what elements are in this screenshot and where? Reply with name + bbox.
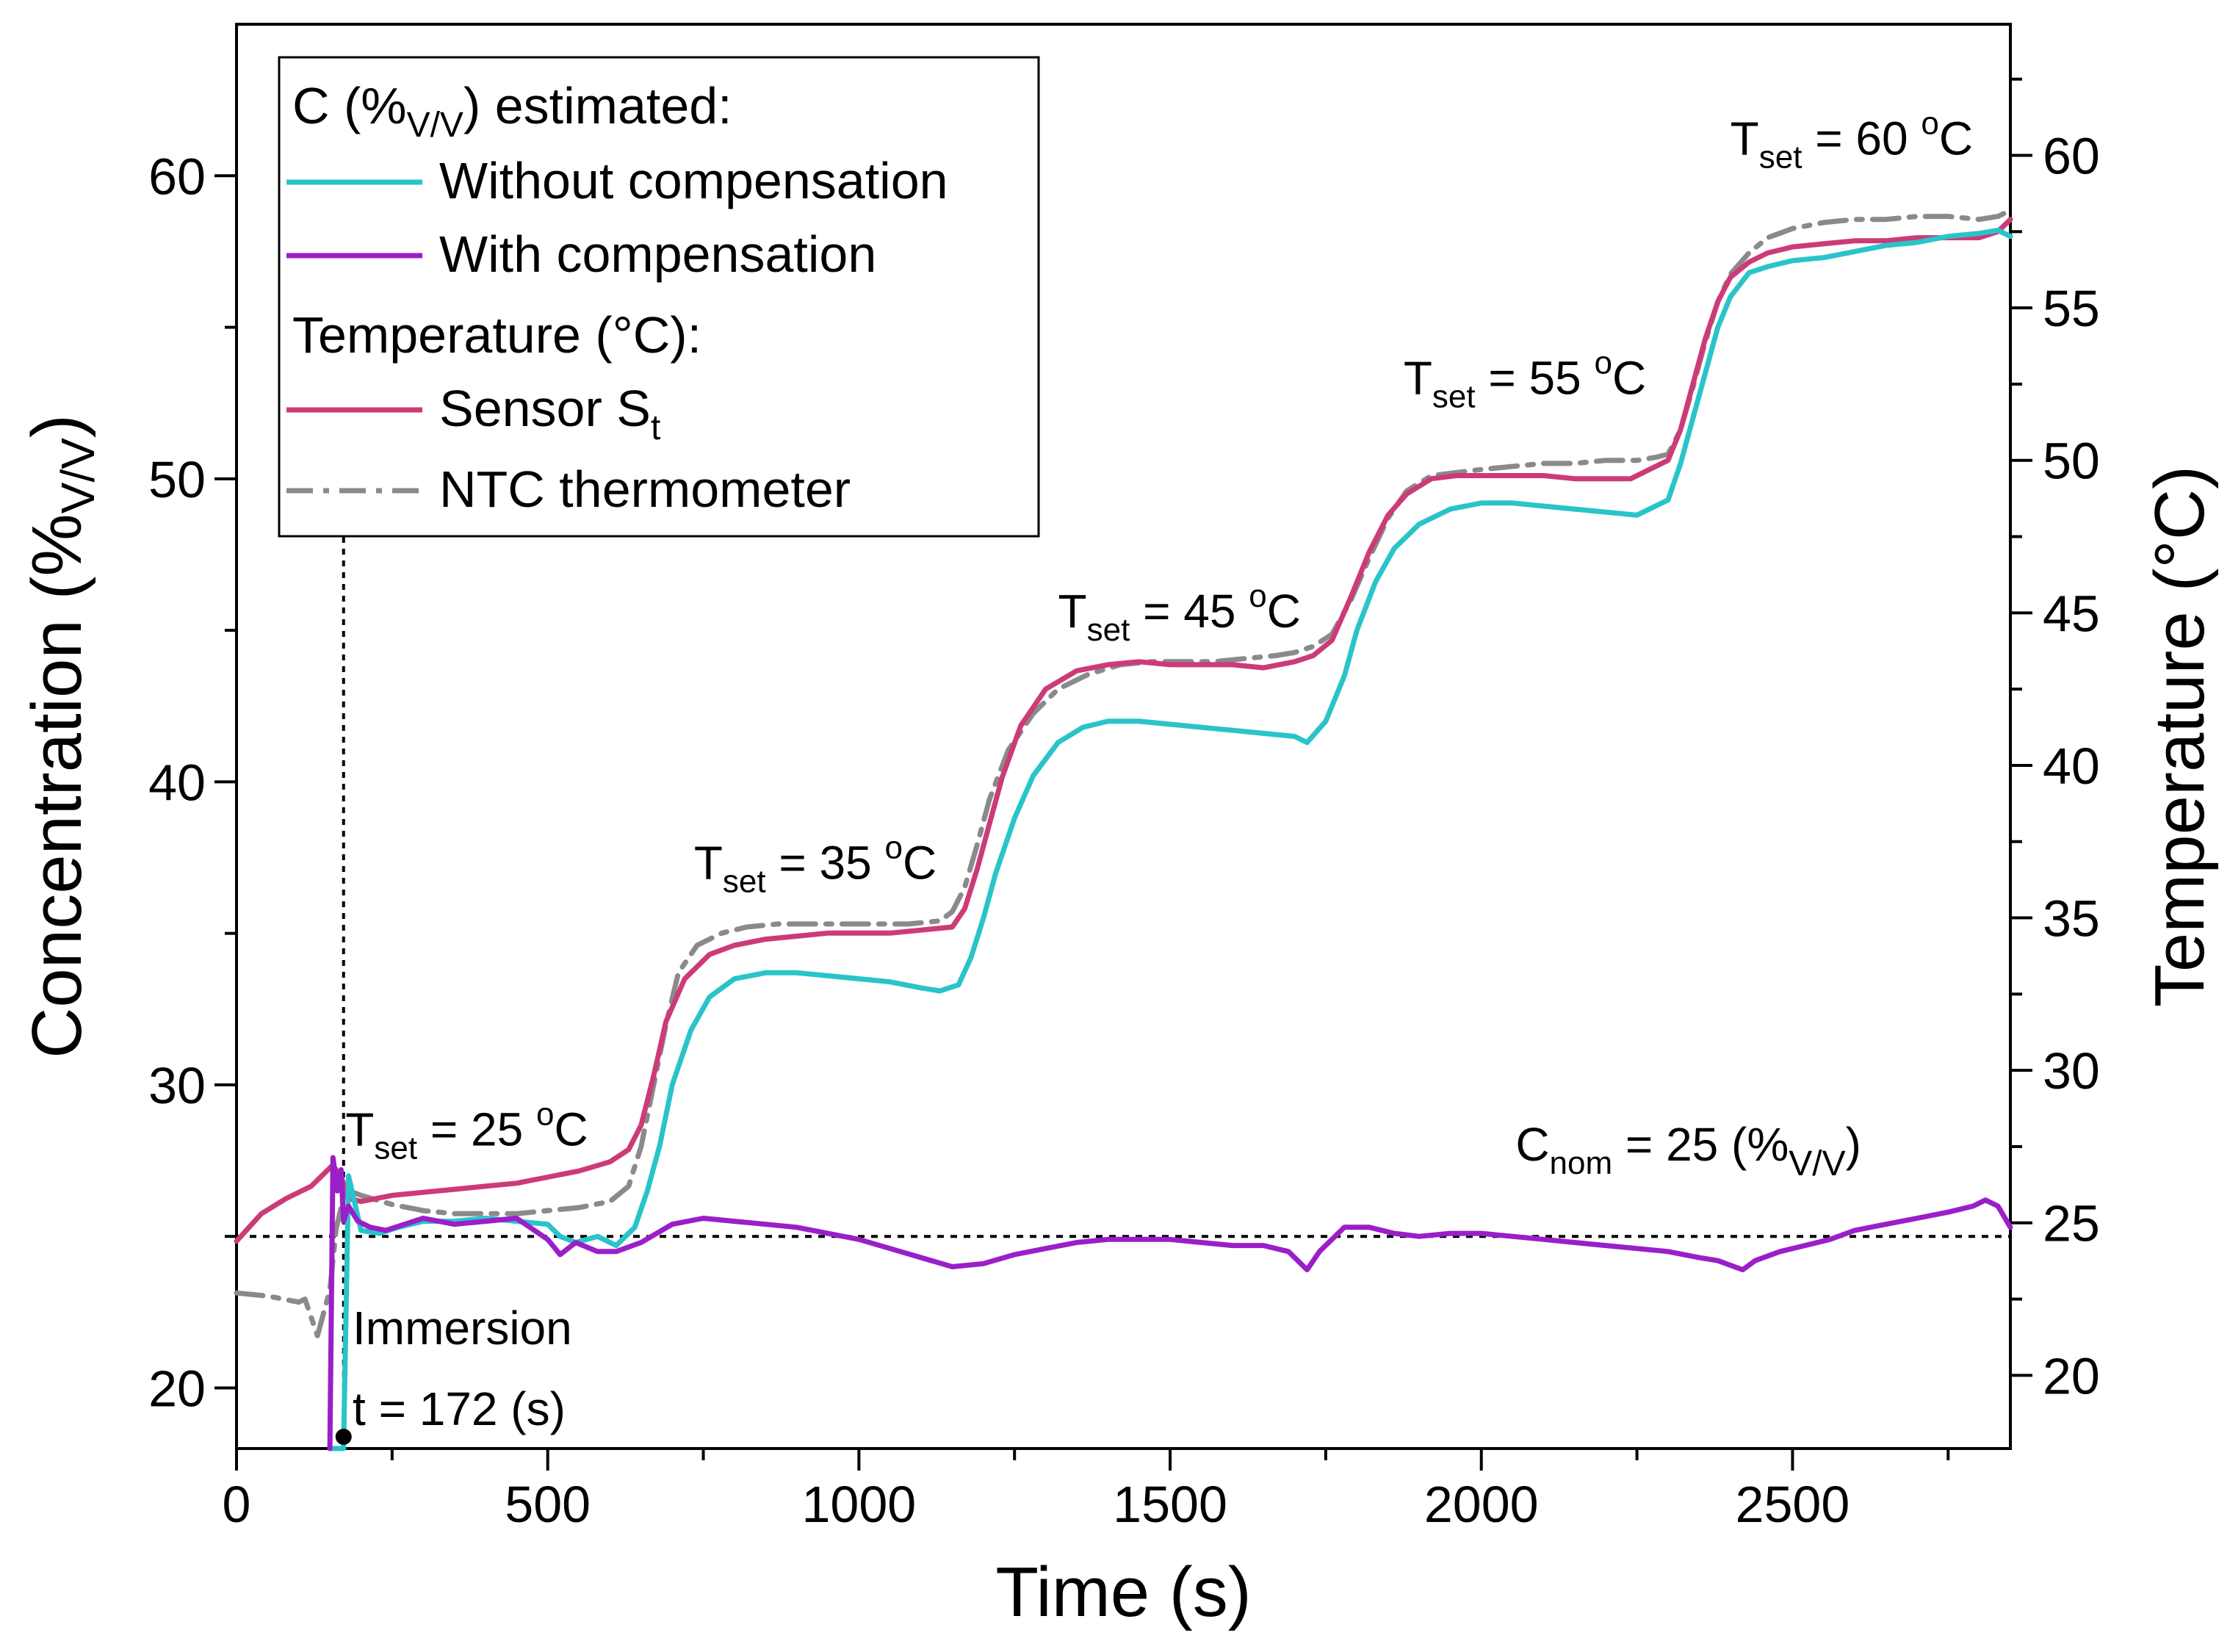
tset-annotation: Tset = 25 oC: [345, 1096, 588, 1166]
y2-tick-label: 35: [2043, 890, 2100, 948]
tset-superscript: o: [1595, 345, 1612, 380]
y2-tick-label: 25: [2043, 1195, 2100, 1252]
legend-label: NTC thermometer: [439, 461, 851, 518]
x-tick-label: 0: [223, 1476, 251, 1533]
y-tick-label: 20: [148, 1360, 206, 1417]
tset-value: = 60: [1802, 112, 1921, 165]
x-tick-label: 1500: [1113, 1476, 1227, 1533]
tset-subscript: set: [1759, 139, 1803, 175]
tset-subscript: set: [374, 1130, 417, 1166]
tset-value: = 55: [1476, 351, 1595, 404]
tset-subscript: set: [723, 863, 766, 899]
y-tick-label: 40: [148, 754, 206, 811]
tset-annotation: Tset = 55 oC: [1404, 345, 1646, 414]
immersion-point: [335, 1429, 352, 1445]
x-tick-label: 500: [505, 1476, 591, 1533]
tset-annotation: Tset = 45 oC: [1058, 578, 1301, 648]
tset-superscript: o: [536, 1096, 554, 1132]
legend-label: Sensor St: [439, 380, 660, 447]
plot-frame: [235, 23, 2012, 1450]
tset-main: T: [694, 836, 723, 889]
legend-header-subscript: V/V: [407, 106, 463, 145]
tset-unit: C: [1267, 585, 1301, 638]
y2-axis-title: Temperature (°C): [2140, 466, 2219, 1007]
y-axis-title-main: Concentration (%: [18, 513, 96, 1058]
tset-main: T: [1404, 351, 1432, 404]
immersion-label: Immersion: [353, 1302, 572, 1355]
legend-label-main: Sensor S: [439, 380, 651, 437]
legend-header-suffix: ) estimated:: [463, 77, 732, 134]
cnom-main: C: [1515, 1118, 1549, 1171]
y2-tick-label: 60: [2043, 128, 2100, 185]
y-axis-title-end: ): [18, 414, 96, 438]
tset-unit: C: [1612, 351, 1646, 404]
cnom-unit-subscript: V/V: [1789, 1144, 1845, 1183]
x-tick-label: 2500: [1736, 1476, 1850, 1533]
y2-tick-label: 20: [2043, 1347, 2100, 1404]
legend-group-header: C (%V/V) estimated:: [292, 77, 732, 145]
y2-tick-label: 30: [2043, 1042, 2100, 1100]
tset-unit: C: [1939, 112, 1973, 165]
tset-value: = 45: [1130, 585, 1249, 638]
legend-header-prefix: C (%: [292, 77, 407, 134]
axes-layer: 0 500 1000 1500 2000 2500 20 30 40 50 60 20 25 30 35 40…: [18, 23, 2219, 1631]
y-tick-label: 30: [148, 1057, 206, 1114]
tset-annotation: Tset = 35 oC: [694, 829, 937, 899]
legend-label-main: With compensation: [439, 226, 876, 283]
legend-group-header: Temperature (°C):: [292, 306, 701, 364]
tset-superscript: o: [1921, 105, 1938, 141]
y2-tick-label: 50: [2043, 433, 2100, 490]
tset-superscript: o: [1249, 578, 1266, 614]
x-tick-label: 2000: [1424, 1476, 1539, 1533]
legend-label: With compensation: [439, 226, 876, 283]
legend-label: Without compensation: [439, 152, 948, 209]
tset-unit: C: [903, 836, 937, 889]
tset-annotation: Tset = 60 oC: [1731, 105, 1973, 175]
immersion-time-label: t = 172 (s): [353, 1382, 566, 1435]
legend-label-subscript: t: [651, 408, 660, 447]
series-line-without-compensation: [327, 228, 2013, 1451]
tset-subscript: set: [1432, 378, 1476, 414]
tset-superscript: o: [885, 829, 903, 865]
x-axis-title: Time (s): [995, 1553, 1251, 1631]
legend: C (%V/V) estimated: Temperature (°C): With…: [278, 56, 1040, 538]
tset-unit: C: [554, 1103, 588, 1155]
series-line-with-compensation: [327, 1155, 2013, 1451]
cnom-unit-end: ): [1846, 1118, 1861, 1171]
legend-box: [278, 56, 1040, 538]
cnom-value: = 25 (%: [1612, 1118, 1789, 1171]
y2-tick-label: 55: [2043, 280, 2100, 337]
legend-label-main: Without compensation: [439, 152, 948, 209]
legend-label-main: NTC thermometer: [439, 461, 851, 518]
tset-subscript: set: [1087, 612, 1130, 648]
tset-value: = 35: [766, 836, 885, 889]
cnom-annotation: Cnom = 25 (%V/V): [1515, 1118, 1861, 1183]
x-tick-label: 1000: [802, 1476, 917, 1533]
y-tick-label: 50: [148, 451, 206, 508]
tset-main: T: [345, 1103, 374, 1155]
series-layer: [234, 207, 2013, 1451]
y-tick-label: 60: [148, 148, 206, 205]
y2-tick-label: 45: [2043, 585, 2100, 642]
tset-value: = 25: [417, 1103, 536, 1155]
tset-main: T: [1058, 585, 1087, 638]
series-line-sensor-st: [234, 217, 2013, 1244]
y-axis-title: Concentration (%V/V): [18, 414, 104, 1058]
cnom-subscript: nom: [1550, 1145, 1613, 1181]
y-axis-title-subscript: V/V: [51, 438, 104, 513]
y2-tick-label: 40: [2043, 737, 2100, 795]
tset-main: T: [1731, 112, 1759, 165]
